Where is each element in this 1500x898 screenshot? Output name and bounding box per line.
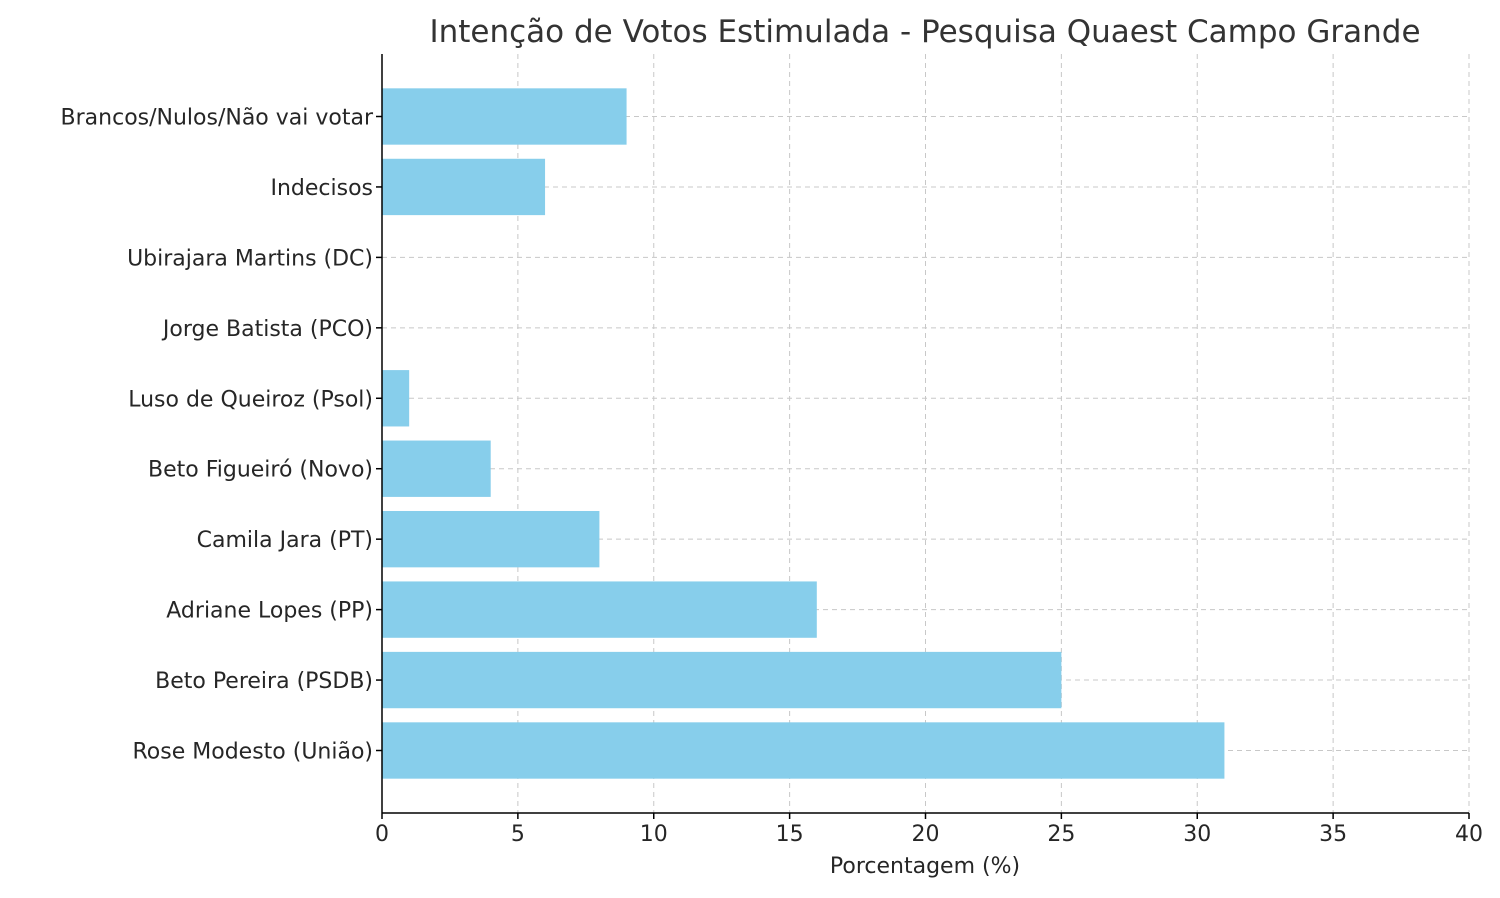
x-tick-label: 25 xyxy=(1047,822,1075,847)
y-tick-label: Beto Pereira (PSDB) xyxy=(155,669,373,694)
bar xyxy=(382,581,817,638)
x-tick-labels: 0 5 10 15 20 25 30 35 40 xyxy=(375,813,1483,847)
x-tick-label: 5 xyxy=(511,822,525,847)
y-tick-label: Brancos/Nulos/Não vai votar xyxy=(61,106,374,131)
y-tick-label: Jorge Batista (PCO) xyxy=(161,317,373,342)
bar xyxy=(382,370,410,427)
x-tick-label: 40 xyxy=(1455,822,1483,847)
x-tick-label: 20 xyxy=(912,822,940,847)
chart-title: Intenção de Votos Estimulada - Pesquisa … xyxy=(429,14,1420,50)
bar xyxy=(382,651,1062,709)
y-tick-label: Ubirajara Martins (DC) xyxy=(127,246,373,271)
x-tick-label: 15 xyxy=(776,822,804,847)
bars-layer xyxy=(382,88,1225,779)
x-tick-label: 35 xyxy=(1319,822,1347,847)
x-tick-label: 10 xyxy=(640,822,668,847)
bar xyxy=(382,88,627,145)
bar xyxy=(382,158,546,216)
x-tick-label: 0 xyxy=(375,822,389,847)
x-axis-label: Porcentagem (%) xyxy=(830,854,1020,879)
bar xyxy=(382,510,600,568)
y-tick-label: Luso de Queiroz (Psol) xyxy=(128,387,373,412)
x-tick-label: 30 xyxy=(1183,822,1211,847)
y-tick-label: Beto Figueiró (Novo) xyxy=(148,458,373,483)
y-tick-label: Rose Modesto (União) xyxy=(133,740,374,765)
y-tick-label: Adriane Lopes (PP) xyxy=(166,599,373,624)
y-tick-label: Indecisos xyxy=(270,176,373,201)
bar xyxy=(382,440,491,497)
y-tick-label: Camila Jara (PT) xyxy=(197,528,373,553)
y-tick-labels: Rose Modesto (União) Beto Pereira (PSDB) A… xyxy=(61,106,382,765)
bar xyxy=(382,722,1225,779)
